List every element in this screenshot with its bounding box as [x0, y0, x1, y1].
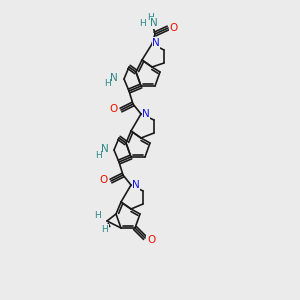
Text: N: N — [110, 73, 118, 83]
Text: N: N — [142, 109, 150, 119]
Text: H: H — [104, 80, 111, 88]
Text: H: H — [94, 212, 101, 220]
Text: N: N — [132, 180, 140, 190]
Text: H: H — [95, 151, 102, 160]
Text: N: N — [152, 38, 160, 48]
Text: N: N — [101, 144, 109, 154]
Text: N: N — [150, 18, 158, 28]
Text: O: O — [100, 175, 108, 185]
Text: O: O — [170, 23, 178, 33]
Text: O: O — [110, 104, 118, 114]
Text: O: O — [147, 235, 155, 245]
Text: H: H — [147, 14, 153, 22]
Text: H: H — [102, 224, 108, 233]
Text: H: H — [139, 20, 145, 28]
